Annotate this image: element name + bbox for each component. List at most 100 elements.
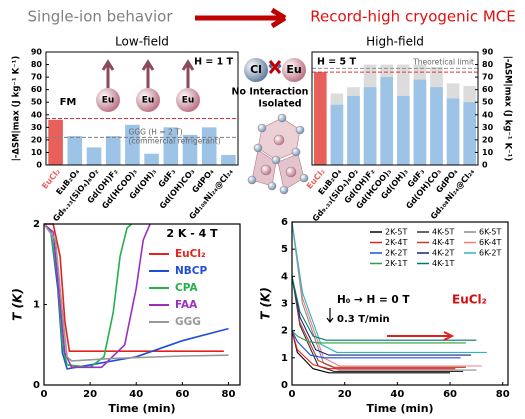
x-tick-label: 20 <box>338 389 352 400</box>
legend-label: 4K-1T <box>432 259 454 268</box>
x-tick-label: 80 <box>222 389 236 400</box>
series-line <box>291 330 461 359</box>
header-right: Record-high cryogenic MCE <box>310 8 516 26</box>
x-tick-label: 40 <box>390 389 404 400</box>
note: 0.3 T/min <box>337 314 390 325</box>
x-tick-label: 80 <box>496 389 510 400</box>
y-tick-label: 20 <box>31 135 43 144</box>
y-axis-title: T (K) <box>259 287 273 320</box>
legend-label: 2K-2T <box>385 249 407 258</box>
state-label: Isolated <box>258 99 301 110</box>
bar <box>125 124 140 165</box>
legend-label: CPA <box>175 282 198 294</box>
bar <box>182 134 198 165</box>
plot-frame <box>311 51 479 166</box>
y-tick-label: 4 <box>281 271 288 282</box>
panel-title: Low-field <box>115 35 169 49</box>
legend-label: 2K-4T <box>385 238 407 247</box>
order-label: FM <box>60 97 77 108</box>
legend-label: 4K-4T <box>432 238 454 247</box>
y-axis-title: |-ΔSM|max (J kg⁻¹ K⁻¹) <box>12 56 22 162</box>
y-tick-label: 3 <box>281 299 288 310</box>
ion-label: Eu <box>142 96 155 106</box>
series-line <box>291 276 477 341</box>
legend-label: 4K-2T <box>432 249 454 258</box>
x-tick-label: 20 <box>83 389 97 400</box>
y-tick-label: 80 <box>482 60 494 69</box>
ion-sphere <box>136 88 160 112</box>
bar <box>363 87 377 165</box>
bar <box>430 87 443 165</box>
y-tick-label: 70 <box>482 73 494 82</box>
y-tick-label: 30 <box>482 123 494 132</box>
ion-sphere <box>176 88 200 112</box>
eu-label: Eu <box>286 63 301 76</box>
legend-label: 6K-5T <box>479 228 501 237</box>
bar <box>221 154 236 165</box>
legend-label: 2K-1T <box>385 259 407 268</box>
cl-sphere <box>244 58 268 82</box>
legend-label: 4K-5T <box>432 228 454 237</box>
y-tick-label: 40 <box>482 110 494 119</box>
note: EuCl₂ <box>452 293 487 307</box>
y-tick-label: 20 <box>482 135 494 144</box>
bar <box>105 136 121 165</box>
y-tick-label: 2 <box>281 326 288 337</box>
x-axis-title: Time (min) <box>108 402 175 415</box>
eu-sphere <box>282 58 306 82</box>
bar <box>144 153 159 165</box>
series-line <box>291 330 456 370</box>
y-tick-label: 1 <box>281 353 288 364</box>
y-tick-label: 70 <box>31 73 43 82</box>
spin-arrow <box>101 59 115 88</box>
bar <box>446 98 460 165</box>
relation-label: No Interaction <box>232 87 309 98</box>
legend-label: 2K-5T <box>385 228 407 237</box>
ion-label: Eu <box>182 96 195 106</box>
y-tick-label: 90 <box>482 48 494 57</box>
series-line <box>291 221 487 353</box>
y-tick-label: 60 <box>31 85 43 94</box>
bar <box>48 119 63 165</box>
field-label: H = 1 T <box>194 57 233 68</box>
bar <box>396 95 410 165</box>
y-tick-label: 80 <box>31 60 43 69</box>
ion-sphere <box>96 88 120 112</box>
header-left: Single-ion behavior <box>28 8 174 26</box>
y-tick-label: 6 <box>281 217 288 228</box>
series-line <box>291 276 472 356</box>
x-tick-label: 0 <box>41 389 48 400</box>
series-line <box>43 223 229 362</box>
y-axis-title: T (K) <box>11 288 25 321</box>
y-tick-label: 0 <box>281 380 288 391</box>
annotation: 2 K - 4 T <box>166 227 218 240</box>
cl-label: Cl <box>250 63 262 76</box>
y-tick-label: 2 <box>33 219 40 230</box>
spin-arrow <box>181 59 195 88</box>
x-axis-title: Time (min) <box>366 402 433 415</box>
y-tick-label: 10 <box>482 148 494 157</box>
x-tick-label: 60 <box>175 389 189 400</box>
x-tick-label: 0 <box>289 389 296 400</box>
bar <box>313 72 327 165</box>
cross <box>268 60 282 74</box>
legend-label: GGG <box>175 316 201 328</box>
bar <box>413 79 427 165</box>
y-tick-label: 0 <box>482 161 488 170</box>
bar <box>380 77 394 165</box>
x-tick-label: 40 <box>129 389 143 400</box>
y-tick-label: 50 <box>482 98 494 107</box>
note: H₀ → H = 0 T <box>337 294 410 306</box>
series-line <box>291 276 466 368</box>
spin-arrow <box>141 59 155 88</box>
legend-label: EuCl₂ <box>175 248 206 260</box>
legend-label: NBCP <box>175 265 207 277</box>
series-line <box>43 223 229 370</box>
field-label: H = 5 T <box>317 57 356 68</box>
legend-label: 6K-2T <box>479 249 501 258</box>
y-tick-label: 1 <box>33 300 40 311</box>
bar <box>201 127 217 165</box>
plot-frame <box>45 51 239 166</box>
note-arrow <box>326 308 334 323</box>
